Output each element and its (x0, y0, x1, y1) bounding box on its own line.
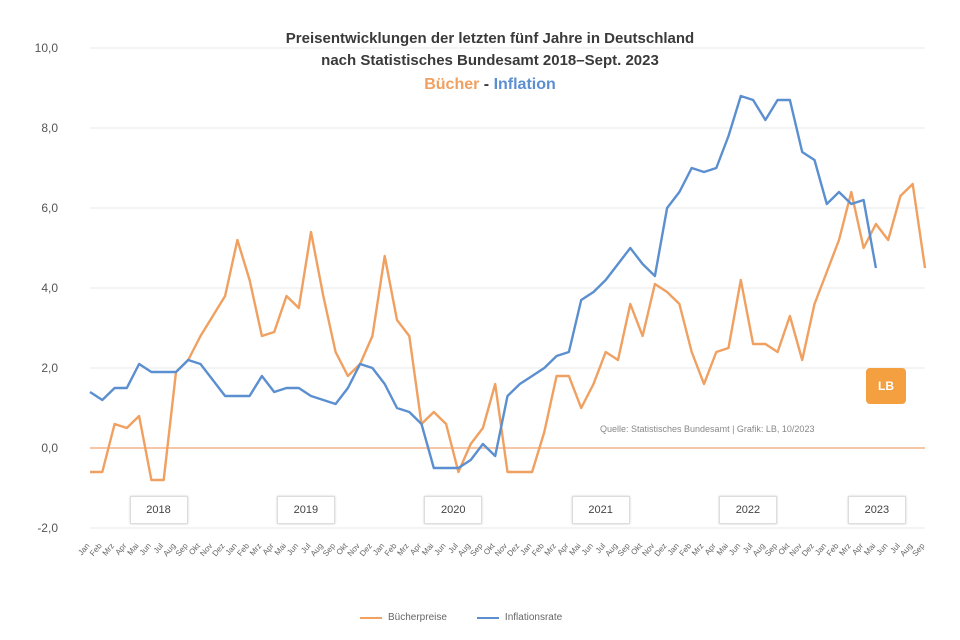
legend-swatch-books (360, 616, 382, 619)
y-tick-label: 4,0 (41, 281, 58, 295)
legend-item-books[interactable]: Bücherpreise (360, 612, 447, 623)
chart-title-line-2: nach Statistisches Bundesamt 2018–Sept. … (321, 52, 659, 69)
subtitle-inflation: Inflation (493, 76, 556, 93)
legend-label-inflation: Inflationsrate (504, 612, 563, 623)
publisher-logo: LB (866, 368, 906, 404)
year-label: 2018 (129, 496, 188, 524)
legend-swatch-inflation (476, 616, 499, 619)
year-label: 2020 (424, 496, 483, 524)
subtitle-books: Bücher (424, 76, 480, 93)
chart-subtitle: Bücher - Inflation (180, 74, 800, 96)
x-tick-label: Sep (910, 541, 926, 558)
chart-title: Preisentwicklungen der letzten fünf Jahr… (180, 28, 800, 96)
year-label: 2022 (718, 496, 777, 524)
legend-label-books: Bücherpreise (388, 612, 447, 623)
legend-item-inflation[interactable]: Inflationsrate (476, 612, 563, 623)
subtitle-separator: - (479, 76, 494, 93)
year-label: 2021 (571, 496, 630, 524)
legend: Bücherpreise Inflationsrate (360, 612, 562, 623)
y-tick-label: 0,0 (41, 441, 58, 455)
chart-title-line-1: Preisentwicklungen der letzten fünf Jahr… (285, 30, 695, 47)
y-tick-label: 6,0 (41, 201, 58, 215)
y-tick-label: 2,0 (41, 361, 58, 375)
series-line-books (90, 182, 927, 482)
year-label: 2019 (276, 496, 335, 524)
series-line-inflation (89, 94, 878, 470)
year-label: 2023 (847, 496, 906, 524)
y-tick-label: -2,0 (37, 521, 58, 535)
y-tick-label: 8,0 (41, 121, 58, 135)
source-note: Quelle: Statistisches Bundesamt | Grafik… (600, 424, 815, 434)
y-tick-label: 10,0 (35, 41, 59, 55)
